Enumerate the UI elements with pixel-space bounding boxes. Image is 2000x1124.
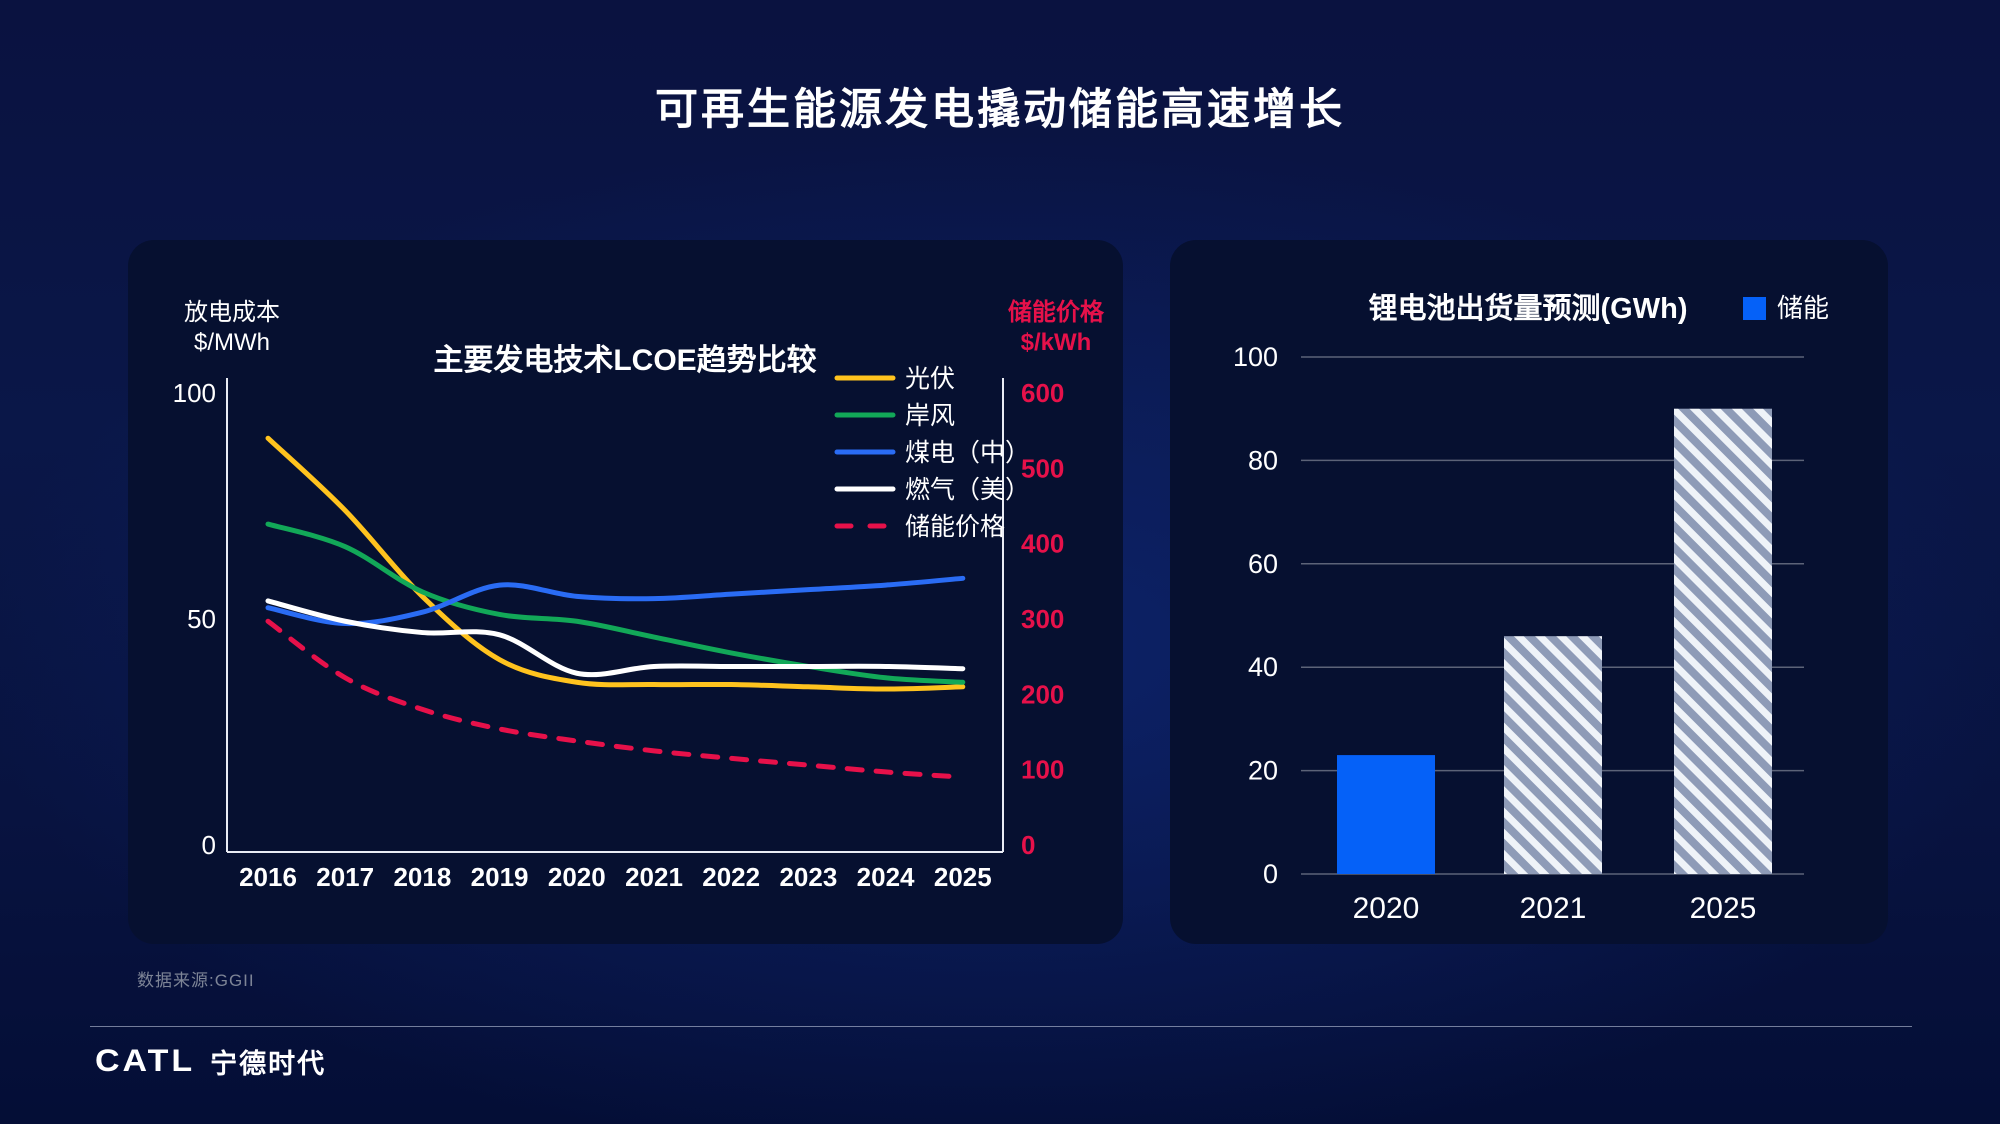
lcoe-year-2017: 2017 [316, 862, 374, 892]
shipment-ytick-40: 40 [1248, 652, 1278, 682]
lcoe-legend-label-gas-us: 燃气（美） [905, 476, 1030, 504]
shipment-chart-title: 锂电池出货量预测(GWh) [1369, 291, 1688, 325]
lcoe-legend-item-storage-price: 储能价格 [834, 513, 1005, 541]
lcoe-card: 放电成本 $/MWh 储能价格 $/kWh 100 50 0 600 500 400 300 200 1… [128, 240, 1123, 944]
lcoe-year-2018: 2018 [393, 862, 451, 892]
lcoe-line-onshore-wind [265, 521, 966, 685]
lcoe-legend-item-onshore-wind: 岸风 [834, 402, 955, 430]
lcoe-right-tick-100: 100 [1021, 755, 1064, 785]
lcoe-left-axis-label: 放电成本 [184, 299, 280, 326]
shipment-bar-2021 [1504, 636, 1602, 874]
logo-brand-text: CATL [95, 1043, 196, 1079]
shipment-bar-2020 [1337, 755, 1435, 874]
logo-brand-cn: 宁德时代 [210, 1049, 327, 1079]
lcoe-year-2019: 2019 [471, 862, 529, 892]
lcoe-legend-item-coal-china: 煤电（中） [834, 439, 1030, 467]
lcoe-chart: 放电成本$/MWh储能价格$/kWh1005006005004003002001… [173, 298, 1105, 892]
shipment-chart: 锂电池出货量预测(GWh) 储能 100 80 60 40 20 0 2020 2021 2025 [1233, 291, 1829, 925]
footer-divider [90, 1026, 1912, 1027]
shipment-card: 锂电池出货量预测(GWh) 储能 100 80 60 40 20 0 2020 2021 2025 [1170, 240, 1888, 944]
lcoe-right-tick-500: 500 [1021, 453, 1064, 483]
shipment-legend-swatch-storage [1743, 297, 1766, 320]
lcoe-legend-label-coal-china: 煤电（中） [905, 439, 1030, 467]
lcoe-left-axis-label: $/MWh [194, 329, 270, 356]
lcoe-chart-title: 主要发电技术LCOE趋势比较 [433, 343, 816, 377]
lcoe-left-tick-50: 50 [187, 604, 216, 634]
catl-logo: CATL 宁德时代 [95, 1042, 326, 1081]
lcoe-legend-item-pv: 光伏 [834, 365, 955, 393]
lcoe-line-storage-price [265, 618, 966, 780]
lcoe-left-tick-100: 100 [173, 378, 216, 408]
lcoe-line-pv [265, 435, 966, 692]
lcoe-legend-item-gas-us: 燃气（美） [834, 476, 1030, 504]
shipment-xlabel-2025: 2025 [1690, 892, 1757, 925]
lcoe-line-coal-china [265, 575, 966, 627]
shipment-ytick-100: 100 [1233, 342, 1278, 372]
lcoe-right-axis-label: $/kWh [1021, 329, 1092, 356]
lcoe-right-tick-300: 300 [1021, 604, 1064, 634]
lcoe-right-tick-200: 200 [1021, 679, 1064, 709]
shipment-ytick-60: 60 [1248, 549, 1278, 579]
lcoe-right-tick-400: 400 [1021, 529, 1064, 559]
lcoe-line-gas-us [265, 598, 966, 678]
lcoe-year-2022: 2022 [702, 862, 760, 892]
shipment-ytick-80: 80 [1248, 445, 1278, 475]
page-title: 可再生能源发电撬动储能高速增长 [655, 86, 1345, 134]
shipment-ytick-0: 0 [1263, 859, 1278, 889]
lcoe-right-axis-label: 储能价格 [1008, 298, 1105, 326]
shipment-ytick-20: 20 [1248, 756, 1278, 786]
lcoe-year-2021: 2021 [625, 862, 683, 892]
lcoe-year-2020: 2020 [548, 862, 606, 892]
lcoe-year-2023: 2023 [779, 862, 837, 892]
lcoe-year-2025: 2025 [934, 862, 992, 892]
shipment-bar-2025 [1674, 408, 1772, 874]
lcoe-left-tick-0: 0 [202, 830, 216, 860]
lcoe-right-tick-0: 0 [1021, 830, 1035, 860]
lcoe-year-2016: 2016 [239, 862, 297, 892]
lcoe-legend-label-pv: 光伏 [905, 365, 955, 393]
lcoe-legend-label-onshore-wind: 岸风 [905, 402, 955, 430]
lcoe-year-2024: 2024 [857, 862, 915, 892]
shipment-legend-label-storage: 储能 [1777, 293, 1829, 323]
lcoe-legend-label-storage-price: 储能价格 [905, 513, 1005, 541]
shipment-legend-item-storage: 储能 [1743, 293, 1829, 323]
data-source-note: 数据来源:GGII [137, 971, 255, 990]
shipment-xlabel-2021: 2021 [1520, 892, 1587, 925]
shipment-xlabel-2020: 2020 [1353, 892, 1420, 925]
lcoe-right-tick-600: 600 [1021, 378, 1064, 408]
